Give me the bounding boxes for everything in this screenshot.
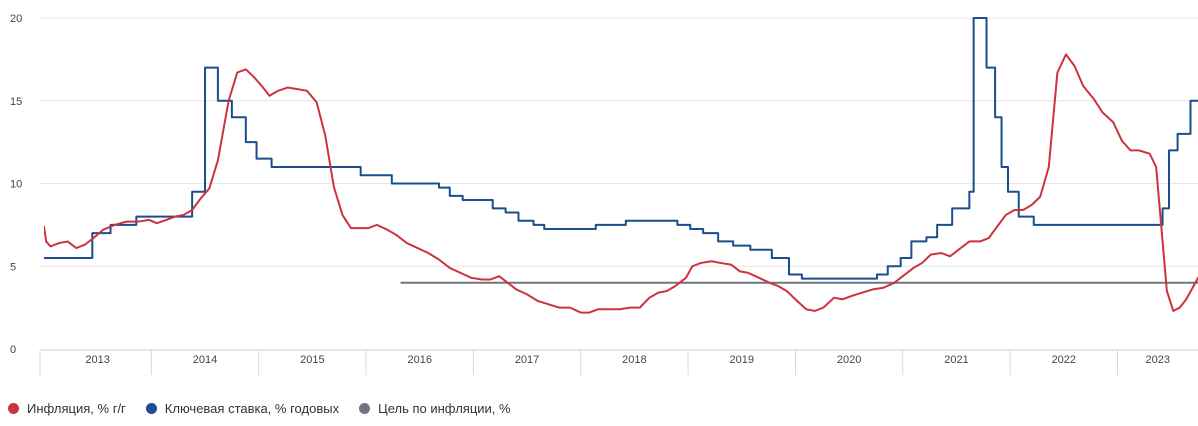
x-tick-label: 2021 (944, 354, 968, 366)
legend-marker-target (359, 403, 371, 414)
series-line-key-rate (44, 17, 1198, 280)
y-tick-label: 20 (10, 13, 22, 25)
x-tick-label: 2022 (1052, 354, 1076, 366)
x-tick-label: 2014 (193, 354, 217, 366)
legend-item-inflation[interactable]: Инфляция, % г/г (8, 401, 126, 416)
x-tick-label: 2018 (622, 354, 646, 366)
x-tick-label: 2023 (1146, 354, 1170, 366)
x-tick-label: 2015 (300, 354, 324, 366)
x-tick-label: 2013 (85, 354, 109, 366)
chart-legend: Инфляция, % г/г Ключевая ставка, % годов… (8, 401, 511, 416)
legend-item-target[interactable]: Цель по инфляции, % (359, 401, 511, 416)
y-tick-label: 0 (10, 344, 16, 356)
legend-label-target: Цель по инфляции, % (378, 401, 511, 416)
x-tick-label: 2017 (515, 354, 539, 366)
y-tick-label: 15 (10, 96, 22, 108)
legend-label-key-rate: Ключевая ставка, % годовых (164, 401, 340, 416)
y-tick-label: 10 (10, 179, 22, 191)
legend-label-inflation: Инфляция, % г/г (27, 401, 126, 416)
series-line-inflation (44, 53, 1198, 314)
x-tick-label: 2019 (730, 354, 754, 366)
x-tick-label: 2020 (837, 354, 861, 366)
legend-marker-inflation (8, 403, 19, 414)
y-tick-label: 5 (10, 261, 16, 273)
legend-marker-key-rate (145, 403, 157, 414)
x-tick-label: 2016 (407, 354, 431, 366)
legend-item-key-rate[interactable]: Ключевая ставка, % годовых (145, 401, 340, 416)
